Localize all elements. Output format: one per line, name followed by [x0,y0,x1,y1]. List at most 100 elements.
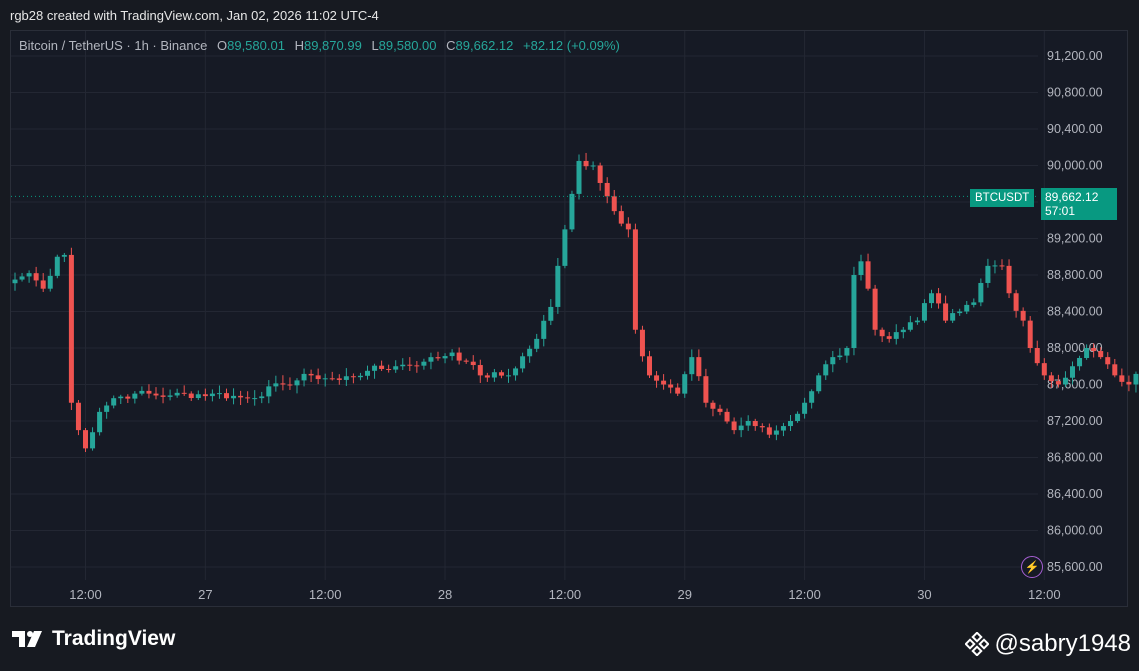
tradingview-brand[interactable]: TradingView [12,627,175,651]
candle-body [893,332,899,339]
candle-body [224,393,229,399]
candle-body [54,256,60,276]
candle-body [1105,357,1111,365]
y-tick-label: 87,600.00 [1047,378,1103,392]
candle-body [780,426,786,431]
candle-body [957,311,963,314]
candle-body [97,411,103,433]
x-tick-label: 12:00 [788,587,821,602]
candle-body [907,322,913,330]
candle-body [477,365,483,376]
chart-pane[interactable] [10,30,1128,607]
candle-body [280,383,286,385]
candle-body [971,302,977,305]
y-tick-label: 87,200.00 [1047,414,1103,428]
candle-body [365,370,370,376]
x-tick-label: 30 [917,587,931,602]
candle-body [929,293,934,304]
x-tick-label: 27 [198,587,212,602]
candle-body [322,378,328,380]
candle-body [851,275,857,348]
candle-body [717,408,723,412]
x-tick-label: 12:00 [549,587,582,602]
binance-logo-icon [964,632,989,656]
y-tick-label: 86,000.00 [1047,524,1103,538]
tradingview-logo-icon [12,631,42,647]
candle-body [1027,320,1033,348]
candle-body [421,361,427,366]
candle-body [788,421,793,427]
candle-body [802,402,808,414]
last-price-value: 89,662.12 [1045,190,1099,204]
candle-body [675,387,681,394]
candle-body [865,261,871,289]
candle-body [950,313,956,321]
candle-body [153,393,159,396]
candle-body [47,275,53,289]
candle-body [830,357,836,365]
candle-body [1062,377,1068,385]
chart-attribution-header: rgb28 created with TradingView.com, Jan … [10,8,379,23]
candle-body [914,320,920,323]
candle-body [872,288,878,330]
low-value: 89,580.00 [378,38,437,53]
candle-body [992,265,998,267]
candle-body [343,376,349,380]
x-tick-label: 12:00 [1028,587,1061,602]
candle-body [548,306,554,321]
candle-body [1020,310,1026,321]
candle-body [534,338,540,349]
candle-body [1055,381,1061,385]
candle-body [668,384,674,388]
x-tick-label: 12:00 [309,587,342,602]
candle-body [1041,363,1047,376]
candle-body [809,391,815,403]
candle-body [386,368,392,370]
candle-body [357,375,363,378]
candle-body [1119,375,1125,382]
x-tick-label: 28 [438,587,452,602]
candle-body [125,396,131,399]
candle-body [506,375,511,377]
candle-body [266,386,272,397]
candle-body [555,265,561,307]
lightning-icon[interactable]: ⚡ [1021,556,1043,578]
candle-body [449,352,455,357]
candle-body [703,376,709,403]
y-tick-label: 89,200.00 [1047,232,1103,246]
candle-body [936,293,942,304]
candle-body [75,402,81,431]
candle-body [724,411,730,422]
candle-body [604,182,610,197]
candle-body [837,355,843,358]
candle-body [731,421,737,431]
candle-body [1077,357,1083,367]
candle-body [964,304,970,312]
candle-body [858,261,864,275]
candle-body [400,364,406,367]
candle-body [195,394,201,399]
candle-body [576,160,582,194]
y-tick-label: 90,400.00 [1047,122,1103,136]
candle-body [816,375,822,392]
last-price-tag: 89,662.12 57:01 [1041,188,1117,220]
bar-countdown: 57:01 [1045,204,1076,218]
candle-body [886,336,892,339]
candle-body [689,357,695,375]
candle-body [625,223,631,230]
candle-body [245,397,251,399]
candle-body [978,282,984,303]
y-tick-label: 85,600.00 [1047,560,1103,574]
candle-body [590,165,596,167]
candle-body [231,395,237,399]
candle-body [259,396,265,399]
candle-body [435,357,441,359]
open-label: O [216,38,228,53]
candle-body [118,396,124,399]
candle-body [308,373,314,376]
candle-body [104,405,110,412]
candle-body [900,329,906,333]
candle-body [985,265,991,283]
author-watermark: @sabry1948 [964,630,1131,658]
